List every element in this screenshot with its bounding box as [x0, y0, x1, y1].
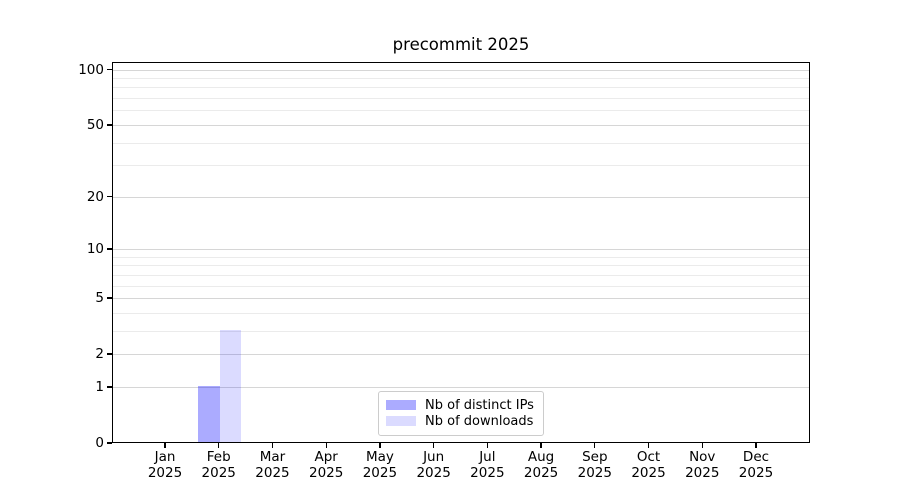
x-axis-tick-label: Mar 2025 [255, 449, 290, 481]
y-gridline-minor [113, 256, 809, 258]
legend-item-distinct-ips: Nb of distinct IPs [386, 397, 535, 413]
y-gridline-major [113, 298, 809, 300]
y-axis-tick-label: 5 [95, 290, 104, 307]
y-gridline-minor [113, 274, 809, 276]
y-axis-tick [107, 68, 112, 71]
y-gridline-minor [113, 330, 809, 332]
x-axis-tick [594, 443, 596, 448]
x-axis-tick-label: Apr 2025 [308, 449, 344, 481]
legend-label-distinct-ips: Nb of distinct IPs [425, 397, 534, 413]
y-axis-tick [107, 196, 112, 198]
y-gridline-minor [113, 165, 809, 167]
x-axis-tick [701, 443, 703, 448]
x-axis-tick-label: Jul 2025 [470, 449, 505, 481]
x-axis-tick [540, 443, 542, 448]
y-axis-tick-label: 20 [86, 188, 104, 205]
y-axis-tick-label: 50 [86, 116, 104, 133]
x-axis-tick [218, 443, 220, 448]
x-axis-tick [164, 443, 166, 448]
legend-swatch-distinct-ips [386, 400, 416, 410]
x-axis-tick-label: Aug 2025 [523, 449, 559, 481]
y-axis-tick [107, 442, 112, 444]
x-axis-tick-label: Nov 2025 [685, 449, 720, 481]
y-axis-tick-label: 0 [95, 435, 104, 451]
y-axis-tick [107, 248, 112, 250]
legend-swatch-downloads [386, 416, 416, 426]
chart-title: precommit 2025 [392, 35, 530, 54]
y-gridline-major [113, 124, 809, 126]
y-axis-tick-label: 100 [78, 61, 104, 78]
x-axis-tick-label: May 2025 [362, 449, 398, 481]
x-axis-tick-label: Jan 2025 [147, 449, 183, 481]
y-axis-tick [107, 297, 112, 299]
x-axis-tick-label: Jun 2025 [416, 449, 451, 481]
legend-label-downloads: Nb of downloads [425, 413, 534, 429]
y-gridline-major [113, 69, 809, 71]
legend-item-downloads: Nb of downloads [386, 413, 535, 429]
y-gridline-minor [113, 98, 809, 100]
bar-nb-of-downloads [219, 329, 242, 442]
x-axis-tick-label: Sep 2025 [577, 449, 612, 481]
y-gridline-minor [113, 312, 809, 314]
x-axis-tick [271, 443, 274, 448]
x-axis-tick-label: Feb 2025 [201, 449, 236, 481]
x-axis-tick [647, 443, 650, 448]
x-axis-tick [486, 443, 488, 448]
y-axis-tick-label: 2 [95, 346, 104, 363]
y-gridline-minor [113, 265, 809, 267]
bar-nb-of-distinct-ips [198, 385, 220, 442]
plot-area [112, 62, 810, 443]
x-axis-tick [325, 443, 327, 448]
y-gridline-major [113, 249, 809, 250]
x-axis-tick [755, 443, 757, 448]
x-axis-tick-label: Oct 2025 [631, 449, 666, 481]
y-gridline-minor [113, 78, 809, 80]
y-gridline-major [113, 196, 809, 198]
x-axis-tick-label: Dec 2025 [738, 449, 774, 481]
y-gridline-minor [113, 142, 809, 144]
y-axis-tick [107, 353, 112, 355]
y-gridline-minor [113, 87, 809, 89]
y-gridline-minor [113, 285, 809, 287]
y-axis-tick [107, 386, 112, 388]
legend: Nb of distinct IPs Nb of downloads [378, 391, 544, 436]
x-axis-tick [432, 443, 435, 448]
x-axis-tick [379, 443, 381, 448]
y-axis-tick-label: 1 [95, 378, 104, 395]
y-gridline-minor [113, 110, 809, 112]
y-gridline-major [113, 386, 809, 388]
y-axis-tick [107, 124, 112, 126]
y-gridline-major [113, 354, 809, 356]
y-axis-tick-label: 10 [86, 241, 104, 257]
